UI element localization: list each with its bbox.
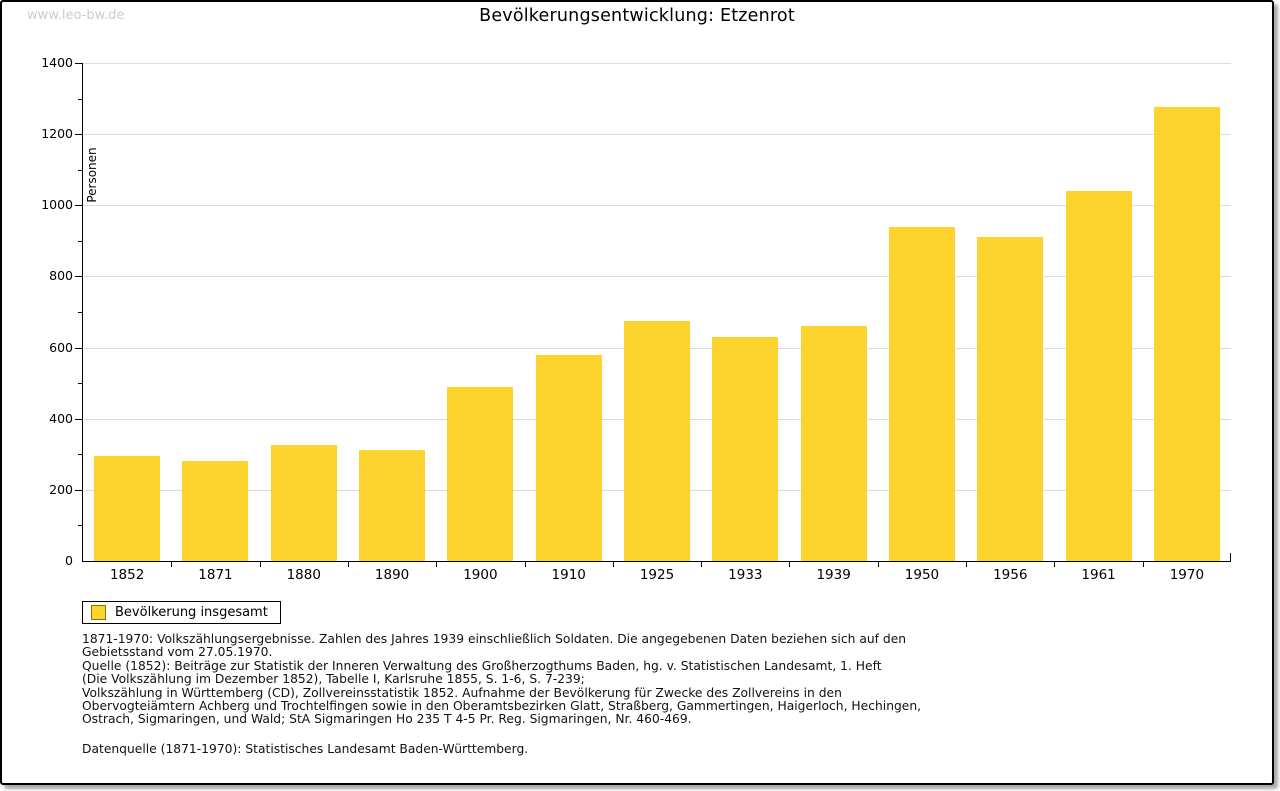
bar-slot [525,63,613,561]
legend-box: Bevölkerung insgesamt [82,601,281,624]
gridline [83,63,1231,64]
bar-series [83,63,1231,561]
bar-1890 [359,450,426,561]
bar-slot [966,63,1054,561]
bar-1961 [1065,191,1132,561]
y-tick [78,383,83,384]
footnote-line: Gebietsstand vom 27.05.1970. [82,645,273,660]
x-tick-label: 1890 [374,567,410,583]
x-tick [966,562,967,567]
x-tick [260,562,261,567]
x-tick-label: 1961 [1081,567,1116,583]
y-tick [78,99,83,100]
bar-1871 [182,461,249,561]
x-tick-label: 1852 [109,567,145,583]
y-tick [75,276,83,277]
bar-1939 [800,326,867,561]
x-tick [701,562,702,567]
plot-area: Personen 0 200 400 600 800 1000 1200 1400 1852 1… [41,55,1231,583]
bar-1880 [270,445,337,561]
bar-slot [83,63,171,561]
page-title: Bevölkerungsentwicklung: Etzenrot [479,6,795,26]
footnote-line: Quelle (1852): Beiträge zur Statistik de… [82,658,882,673]
bar-slot [436,63,524,561]
x-tick [1143,562,1144,567]
y-tick [75,419,83,420]
gridline [83,134,1231,135]
x-tick [1054,562,1055,567]
bar-slot [613,63,701,561]
footnote-line: Obervogteiämtern Achberg und Trochtelfin… [82,699,922,714]
bar-1925 [624,321,691,561]
x-axis-labels: 1852 1871 1880 1890 1900 1910 1925 1933 1939 1950… [83,567,1231,583]
bar-1852 [94,456,161,561]
x-tick [171,562,172,567]
bar-slot [171,63,259,561]
x-tick [436,562,437,567]
bar-slot [701,63,789,561]
y-tick [75,348,83,349]
x-tick-label: 1925 [639,567,675,583]
y-tick-label: 0 [65,553,73,568]
y-tick [78,525,83,526]
bar-slot [348,63,436,561]
y-tick-label: 1000 [41,197,73,212]
y-tick [75,490,83,491]
x-tick-label: 1933 [728,567,763,583]
bar-1933 [712,337,779,561]
x-tick-label: 1880 [286,567,321,583]
x-tick [878,562,879,567]
y-tick [75,205,83,206]
bar-1956 [977,237,1044,561]
y-tick [78,454,83,455]
legend-swatch-icon [91,605,106,620]
x-tick-label: 1939 [816,567,851,583]
footnote-line: Volkszählung in Württemberg (CD), Zollve… [82,685,842,700]
bar-slot [790,63,878,561]
y-tick-label: 600 [49,340,73,355]
y-tick-label: 200 [49,482,73,497]
y-tick-label: 1200 [41,126,73,141]
bar-1970 [1153,107,1220,561]
y-tick-label: 800 [49,268,73,283]
footnote-line: (Die Volkszählung im Dezember 1852), Tab… [82,672,585,687]
y-tick [78,170,83,171]
y-tick-label: 1400 [41,55,73,70]
x-tick-label: 1910 [551,567,586,583]
bar-slot [260,63,348,561]
y-tick-label: 400 [49,411,73,426]
y-tick [75,134,83,135]
x-tick [613,562,614,567]
x-tick-label: 1956 [993,567,1028,583]
legend-label: Bevölkerung insgesamt [115,605,268,620]
y-tick [78,241,83,242]
y-tick [75,63,83,64]
watermark: www.leo-bw.de [27,8,125,23]
x-tick-label: 1950 [904,567,940,583]
x-tick [348,562,349,567]
bar-1910 [535,355,602,561]
bar-1900 [447,387,514,561]
bar-slot [1054,63,1142,561]
bar-1950 [888,227,955,561]
x-tick [525,562,526,567]
x-tick-label: 1871 [198,567,233,583]
x-tick-label: 1970 [1169,567,1205,583]
gridline [83,205,1231,206]
x-tick-label: 1900 [463,567,498,583]
bar-slot [1143,63,1231,561]
x-axis-endcap [1230,553,1231,561]
bar-slot [878,63,966,561]
footnotes: 1871-1970: Volkszählungsergebnisse. Zahl… [82,632,922,727]
y-tick [78,312,83,313]
x-tick [789,562,790,567]
gridline [83,276,1231,277]
datasource-line: Datenquelle (1871-1970): Statistisches L… [82,742,529,756]
footnote-line: Ostrach, Sigmaringen, und Wald; StA Sigm… [82,712,692,727]
footnote-line: 1871-1970: Volkszählungsergebnisse. Zahl… [82,632,907,646]
